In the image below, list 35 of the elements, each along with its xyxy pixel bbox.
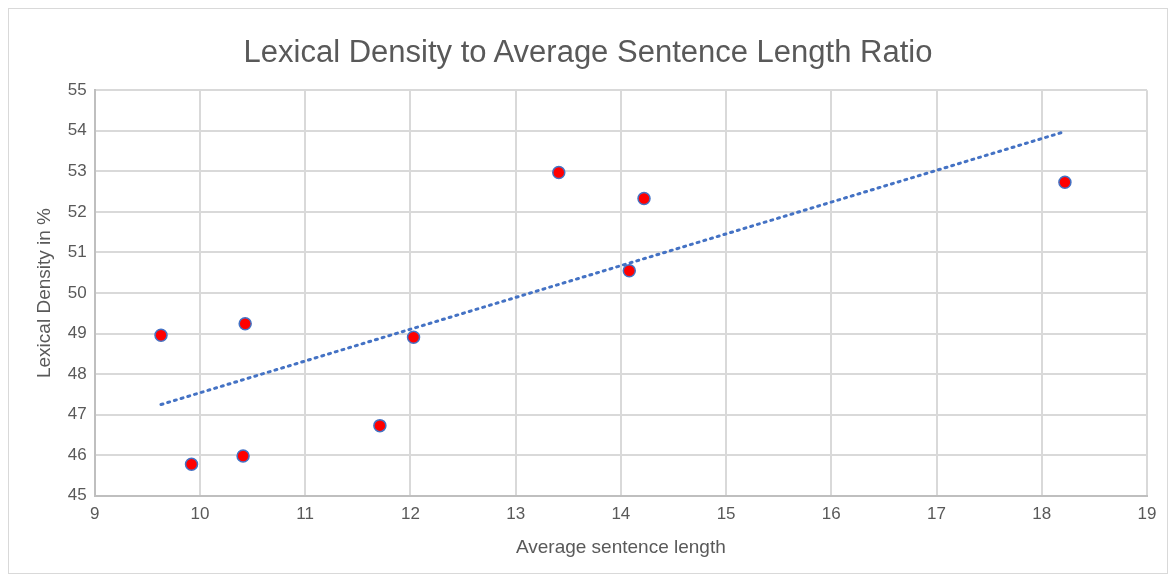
x-tick-label: 19 bbox=[1137, 503, 1157, 523]
point bbox=[184, 457, 199, 471]
x-tick-label: 16 bbox=[821, 503, 841, 523]
x-axis-title: Average sentence length bbox=[515, 535, 726, 557]
point bbox=[406, 330, 421, 344]
y-tick-label: 52 bbox=[67, 201, 87, 221]
y-tick-label: 55 bbox=[67, 79, 87, 99]
x-tick-label: 17 bbox=[927, 503, 946, 523]
x-tick-label: 11 bbox=[296, 503, 314, 523]
y-tick-label: 49 bbox=[67, 323, 87, 343]
x-tick-label: 9 bbox=[89, 503, 100, 523]
x-tick-label: 15 bbox=[716, 503, 736, 523]
point bbox=[1058, 175, 1072, 190]
x-tick-label: 10 bbox=[190, 503, 210, 523]
y-axis-title: Lexical Density in % bbox=[32, 207, 54, 379]
y-tick-label: 48 bbox=[67, 363, 87, 383]
point bbox=[622, 263, 637, 278]
y-tick-label: 50 bbox=[67, 282, 87, 302]
y-tick-label: 53 bbox=[67, 161, 87, 181]
x-tick-label: 14 bbox=[611, 503, 631, 523]
y-tick-label: 46 bbox=[67, 444, 87, 464]
point bbox=[373, 418, 387, 433]
point bbox=[238, 317, 252, 331]
x-tick-label: 12 bbox=[400, 503, 420, 523]
y-tick-label: 45 bbox=[67, 485, 87, 505]
point bbox=[236, 449, 250, 463]
chart-title: Lexical Density to Average Sentence Length Ratio bbox=[243, 34, 933, 70]
x-tick-label: 13 bbox=[506, 503, 526, 523]
point bbox=[552, 165, 566, 180]
y-tick-label: 51 bbox=[67, 242, 87, 262]
point bbox=[637, 191, 651, 206]
y-tick-label: 47 bbox=[67, 404, 87, 424]
y-tick-label: 54 bbox=[67, 120, 87, 140]
x-tick-label: 18 bbox=[1032, 503, 1052, 523]
point bbox=[154, 328, 168, 342]
